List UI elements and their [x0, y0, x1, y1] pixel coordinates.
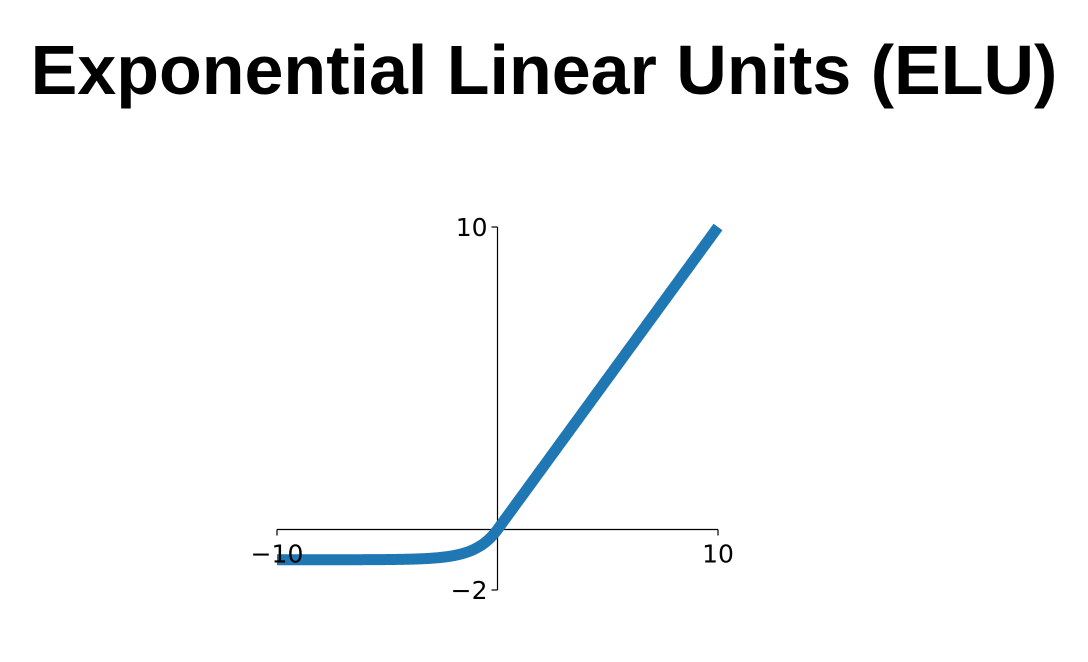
elu-series-line [272, 223, 723, 566]
chart-series-layer [272, 223, 723, 566]
chart-tick-labels: −10 10 10 −2 [251, 213, 734, 605]
y-tick-label: −2 [451, 576, 488, 605]
slide-title: Exponential Linear Units (ELU) [30, 31, 1058, 109]
y-tick-label: 10 [456, 213, 488, 242]
x-tick-label: −10 [251, 540, 304, 569]
x-tick-label: 10 [702, 540, 734, 569]
